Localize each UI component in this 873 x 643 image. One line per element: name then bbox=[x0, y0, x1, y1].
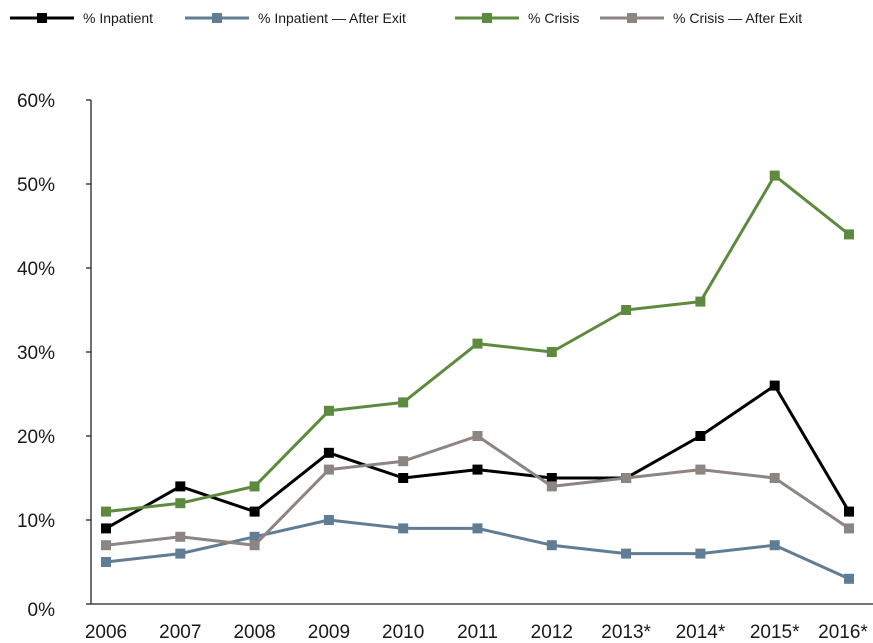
legend-item: % Inpatient bbox=[10, 10, 153, 26]
legend-marker bbox=[37, 13, 47, 23]
legend-item: % Inpatient — After Exit bbox=[185, 10, 406, 26]
data-point bbox=[249, 540, 260, 551]
legend-label: % Crisis bbox=[528, 10, 579, 26]
data-point bbox=[398, 473, 409, 483]
x-tick-label: 2015* bbox=[750, 622, 800, 643]
data-point bbox=[472, 523, 483, 534]
series-group bbox=[101, 170, 854, 584]
x-tick-label: 2009 bbox=[308, 622, 350, 643]
data-point bbox=[769, 170, 780, 181]
y-tick-label: 10% bbox=[17, 511, 55, 532]
data-point bbox=[546, 347, 557, 357]
x-tick-label: 2012 bbox=[531, 622, 573, 643]
data-point bbox=[175, 481, 186, 492]
data-point bbox=[323, 464, 334, 475]
y-tick-label: 60% bbox=[17, 91, 55, 112]
data-point bbox=[695, 464, 706, 475]
data-point bbox=[695, 296, 706, 307]
series-line bbox=[105, 384, 851, 530]
x-tick-label: 2011 bbox=[457, 622, 498, 643]
y-tick-label: 30% bbox=[17, 343, 55, 364]
data-point bbox=[101, 540, 111, 551]
data-point bbox=[546, 473, 557, 483]
data-point bbox=[175, 531, 186, 542]
legend-label: % Inpatient — After Exit bbox=[258, 10, 406, 26]
axes: 0% 10% 20% 30% 40% 50% 60% 2006 2007 2008 2009 2010… bbox=[17, 91, 873, 643]
x-tick-label: 2014* bbox=[676, 622, 726, 643]
data-point bbox=[398, 456, 409, 467]
data-point bbox=[844, 506, 854, 517]
series-3 bbox=[101, 170, 854, 517]
x-tick-label: 2010 bbox=[382, 622, 424, 643]
legend-item: % Crisis — After Exit bbox=[600, 10, 802, 26]
data-point bbox=[398, 397, 409, 408]
y-tick-label: 0% bbox=[28, 600, 56, 621]
data-point bbox=[844, 229, 854, 240]
x-tick-label: 2016* bbox=[818, 622, 868, 643]
data-point bbox=[249, 506, 260, 517]
data-point bbox=[249, 531, 260, 542]
data-point bbox=[472, 431, 483, 441]
data-point bbox=[844, 573, 854, 584]
data-point bbox=[101, 506, 111, 517]
legend-label: % Crisis — After Exit bbox=[673, 10, 802, 26]
data-point bbox=[101, 523, 111, 534]
data-point bbox=[323, 405, 334, 416]
series-4 bbox=[101, 431, 854, 551]
x-tick-label: 2006 bbox=[85, 622, 127, 643]
data-point bbox=[175, 498, 186, 509]
data-point bbox=[769, 540, 780, 551]
legend-marker bbox=[482, 13, 492, 23]
x-tick-label: 2013* bbox=[601, 622, 651, 643]
y-tick-label: 20% bbox=[17, 427, 55, 448]
y-tick-label: 40% bbox=[17, 259, 55, 280]
legend-marker bbox=[627, 13, 637, 23]
data-point bbox=[621, 305, 632, 315]
data-point bbox=[546, 481, 557, 492]
legend-label: % Inpatient bbox=[83, 10, 153, 26]
data-point bbox=[695, 548, 706, 559]
data-point bbox=[769, 473, 780, 483]
data-point bbox=[323, 447, 334, 458]
legend-marker bbox=[212, 13, 222, 23]
legend: % Inpatient % Inpatient — After Exit % Cri… bbox=[10, 10, 802, 26]
x-tick-label: 2008 bbox=[233, 622, 275, 643]
legend-item: % Crisis bbox=[455, 10, 579, 26]
data-point bbox=[621, 473, 632, 483]
data-point bbox=[546, 540, 557, 551]
series-2 bbox=[101, 515, 854, 584]
data-point bbox=[323, 515, 334, 525]
data-point bbox=[769, 380, 780, 391]
data-point bbox=[844, 523, 854, 534]
y-tick-label: 50% bbox=[17, 175, 55, 196]
data-point bbox=[472, 338, 483, 349]
data-point bbox=[175, 548, 186, 559]
data-point bbox=[101, 557, 111, 567]
data-point bbox=[249, 481, 260, 492]
series-1 bbox=[101, 380, 854, 534]
data-point bbox=[695, 431, 706, 441]
data-point bbox=[398, 523, 409, 534]
data-point bbox=[621, 548, 632, 559]
data-point bbox=[472, 464, 483, 475]
x-tick-label: 2007 bbox=[159, 622, 201, 643]
